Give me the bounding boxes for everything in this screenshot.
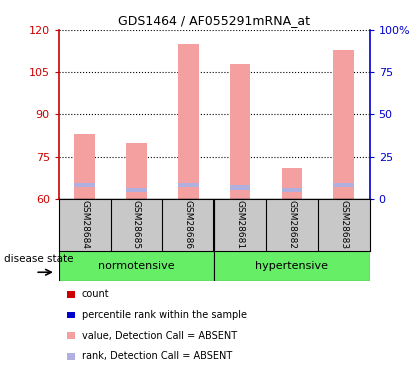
Text: GSM28684: GSM28684 — [80, 201, 89, 249]
Text: normotensive: normotensive — [98, 261, 175, 271]
Text: hypertensive: hypertensive — [255, 261, 328, 271]
Bar — [178, 44, 199, 199]
Bar — [281, 168, 302, 199]
Bar — [230, 185, 250, 190]
Text: GSM28685: GSM28685 — [132, 200, 141, 250]
Text: rank, Detection Call = ABSENT: rank, Detection Call = ABSENT — [82, 351, 232, 361]
Text: count: count — [82, 290, 110, 299]
Text: value, Detection Call = ABSENT: value, Detection Call = ABSENT — [82, 331, 237, 340]
Text: GSM28682: GSM28682 — [287, 201, 297, 249]
Title: GDS1464 / AF055291mRNA_at: GDS1464 / AF055291mRNA_at — [118, 15, 310, 27]
Text: GSM28686: GSM28686 — [184, 200, 193, 250]
Text: disease state: disease state — [4, 254, 74, 264]
Bar — [281, 188, 302, 192]
Bar — [126, 188, 147, 192]
Bar — [126, 142, 147, 199]
Text: percentile rank within the sample: percentile rank within the sample — [82, 310, 247, 320]
Bar — [333, 183, 354, 187]
Bar — [178, 183, 199, 187]
Bar — [333, 50, 354, 199]
Bar — [74, 134, 95, 199]
Text: GSM28681: GSM28681 — [236, 200, 244, 250]
Bar — [59, 251, 214, 281]
Bar — [230, 64, 250, 199]
Bar — [214, 251, 370, 281]
Text: GSM28683: GSM28683 — [339, 200, 348, 250]
Bar — [74, 183, 95, 187]
